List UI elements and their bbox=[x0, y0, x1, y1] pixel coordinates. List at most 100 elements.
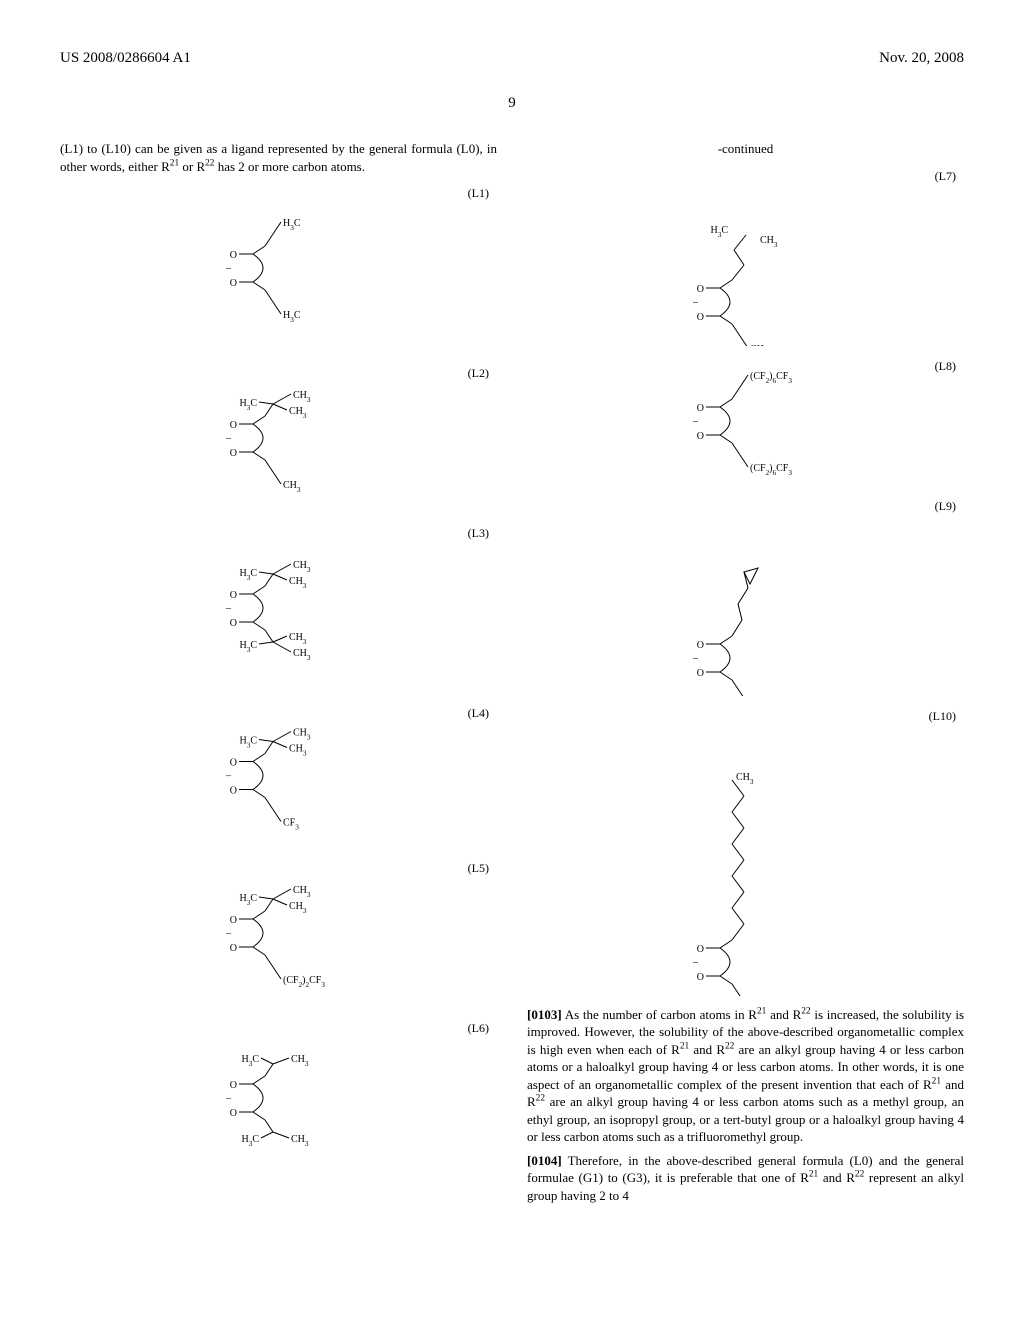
structure-label: (L3) bbox=[468, 525, 489, 541]
svg-text:–: – bbox=[225, 1093, 232, 1104]
svg-text:O: O bbox=[229, 448, 236, 459]
text-run: and R bbox=[766, 1007, 801, 1022]
svg-text:–: – bbox=[225, 771, 232, 782]
structure-svg: OO–CH3CH3 bbox=[616, 706, 876, 996]
structure-label: (L5) bbox=[468, 860, 489, 876]
page-header: US 2008/0286604 A1 Nov. 20, 2008 bbox=[60, 50, 964, 67]
svg-text:O: O bbox=[696, 284, 703, 295]
superscript: 21 bbox=[932, 1076, 941, 1086]
svg-text:O: O bbox=[229, 278, 236, 289]
svg-text:CH3: CH3 bbox=[750, 344, 768, 346]
svg-text:H3C: H3C bbox=[239, 640, 257, 654]
svg-text:–: – bbox=[225, 263, 232, 274]
patent-page: US 2008/0286604 A1 Nov. 20, 2008 9 (L1) … bbox=[0, 0, 1024, 1320]
superscript: 21 bbox=[680, 1041, 689, 1051]
text-run: or R bbox=[179, 159, 205, 174]
svg-text:–: – bbox=[692, 653, 699, 664]
svg-text:H3C: H3C bbox=[241, 1054, 259, 1068]
structure-label: (L6) bbox=[468, 1020, 489, 1036]
structure-label: (L4) bbox=[468, 705, 489, 721]
svg-text:(CF2)2CF3: (CF2)2CF3 bbox=[283, 975, 325, 989]
left-column: (L1) to (L10) can be given as a ligand r… bbox=[60, 140, 497, 1211]
paragraph-0104: [0104] Therefore, in the above-described… bbox=[527, 1152, 964, 1205]
right-column: -continued (L7)OO–H3CCH3CH3(L8)OO–(CF2)6… bbox=[527, 140, 964, 1211]
svg-text:–: – bbox=[692, 957, 699, 968]
page-number: 9 bbox=[60, 95, 964, 112]
svg-text:O: O bbox=[229, 786, 236, 797]
structure-svg: O O – H3C H3C bbox=[149, 183, 409, 353]
paragraph-0103: [0103] As the number of carbon atoms in … bbox=[527, 1006, 964, 1146]
superscript: 22 bbox=[855, 1170, 864, 1180]
svg-text:H3C: H3C bbox=[239, 893, 257, 907]
superscript: 22 bbox=[725, 1041, 734, 1051]
svg-text:H3C: H3C bbox=[283, 310, 301, 324]
svg-text:CH3: CH3 bbox=[736, 772, 754, 786]
svg-text:–: – bbox=[225, 603, 232, 614]
structure-svg: OO–H3CCH3CH3 bbox=[616, 166, 876, 346]
svg-text:O: O bbox=[696, 403, 703, 414]
two-column-body: (L1) to (L10) can be given as a ligand r… bbox=[60, 140, 964, 1211]
svg-text:H3C: H3C bbox=[239, 398, 257, 412]
left-structures-container: (L1)OO–H3CH3C(L2)OO–H3CCH3CH3CH3(L3)OO–H… bbox=[60, 183, 497, 1178]
superscript: 21 bbox=[757, 1006, 766, 1016]
svg-text:O: O bbox=[696, 431, 703, 442]
svg-text:CF3: CF3 bbox=[283, 818, 299, 832]
paragraph-number: [0103] bbox=[527, 1007, 562, 1022]
svg-text:O: O bbox=[229, 915, 236, 926]
svg-text:CH3: CH3 bbox=[291, 1134, 309, 1148]
continued-label: -continued bbox=[527, 140, 964, 158]
chemical-structure: (L10)OO–CH3CH3 bbox=[527, 706, 964, 996]
text-run: and R bbox=[818, 1170, 855, 1185]
svg-text:CH3: CH3 bbox=[289, 901, 307, 915]
chemical-structure: (L1)OO–H3CH3C bbox=[60, 183, 497, 353]
structure-label: (L10) bbox=[929, 708, 956, 724]
svg-text:H3C: H3C bbox=[283, 218, 301, 232]
svg-text:O: O bbox=[229, 1108, 236, 1119]
structure-svg: OO–(CF2)6CF3(CF2)6CF3 bbox=[616, 356, 876, 486]
structure-label: (L8) bbox=[935, 358, 956, 374]
svg-text:H3C: H3C bbox=[239, 736, 257, 750]
svg-text:O: O bbox=[229, 618, 236, 629]
text-run: and R bbox=[689, 1042, 725, 1057]
svg-text:H3C: H3C bbox=[710, 225, 728, 239]
svg-text:H3C: H3C bbox=[239, 568, 257, 582]
structure-label: (L7) bbox=[935, 168, 956, 184]
chemical-structure: (L2)OO–H3CCH3CH3CH3 bbox=[60, 363, 497, 513]
svg-text:O: O bbox=[696, 312, 703, 323]
svg-text:O: O bbox=[229, 1080, 236, 1091]
structure-svg: OO–H3CCH3CH3(CF2)2CF3 bbox=[149, 858, 409, 1008]
svg-text:O: O bbox=[229, 943, 236, 954]
structure-svg: OO–H3CCH3CH3CH3 bbox=[149, 363, 409, 513]
chemical-structure: (L5)OO–H3CCH3CH3(CF2)2CF3 bbox=[60, 858, 497, 1008]
superscript: 21 bbox=[170, 158, 179, 168]
svg-text:O: O bbox=[696, 668, 703, 679]
publication-number: US 2008/0286604 A1 bbox=[60, 50, 191, 67]
svg-text:CH3: CH3 bbox=[283, 480, 301, 494]
svg-text:CH3: CH3 bbox=[293, 560, 311, 574]
text-run: As the number of carbon atoms in R bbox=[562, 1007, 757, 1022]
structure-svg: OO–H3CCH3CH3CF3 bbox=[149, 703, 409, 848]
structure-svg: OO–H3CCH3H3CCH3 bbox=[149, 1018, 409, 1178]
publication-date: Nov. 20, 2008 bbox=[879, 50, 964, 67]
chemical-structure: (L9)OO–CH3 bbox=[527, 496, 964, 696]
chemical-structure: (L3)OO–H3CCH3CH3H3CCH3CH3 bbox=[60, 523, 497, 693]
svg-text:O: O bbox=[229, 250, 236, 261]
svg-text:–: – bbox=[692, 416, 699, 427]
chemical-structure: (L8)OO–(CF2)6CF3(CF2)6CF3 bbox=[527, 356, 964, 486]
svg-text:CH3: CH3 bbox=[293, 885, 311, 899]
superscript: 22 bbox=[801, 1006, 810, 1016]
svg-text:O: O bbox=[696, 972, 703, 983]
text-run: are an alkyl group having 4 or less carb… bbox=[527, 1094, 964, 1144]
svg-text:O: O bbox=[229, 420, 236, 431]
svg-text:–: – bbox=[692, 297, 699, 308]
svg-text:CH3: CH3 bbox=[289, 744, 307, 758]
chemical-structure: (L7)OO–H3CCH3CH3 bbox=[527, 166, 964, 346]
svg-text:O: O bbox=[229, 758, 236, 769]
svg-text:CH3: CH3 bbox=[293, 648, 311, 662]
structure-svg: OO–H3CCH3CH3H3CCH3CH3 bbox=[149, 523, 409, 693]
structure-svg: OO–CH3 bbox=[616, 496, 876, 696]
text-run: has 2 or more carbon atoms. bbox=[214, 159, 365, 174]
svg-text:CH3: CH3 bbox=[289, 632, 307, 646]
superscript: 22 bbox=[536, 1094, 545, 1104]
intro-paragraph: (L1) to (L10) can be given as a ligand r… bbox=[60, 140, 497, 175]
